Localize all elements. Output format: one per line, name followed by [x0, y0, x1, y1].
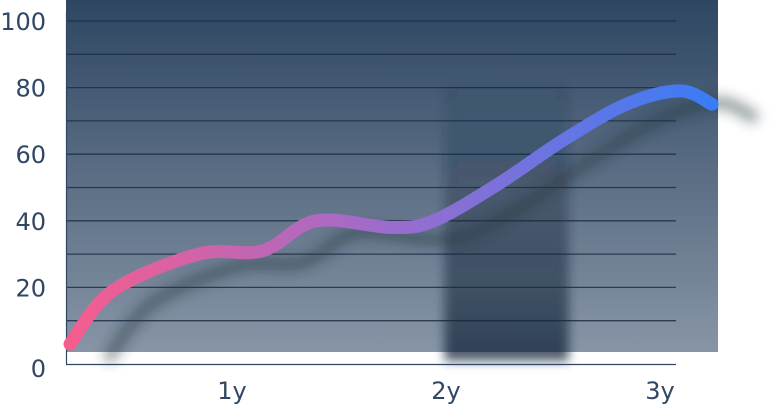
x-tick-labels: 1y 2y 3y: [217, 377, 674, 405]
y-tick-label: 100: [0, 8, 46, 36]
y-tick-label: 80: [15, 75, 46, 103]
y-tick-label: 20: [15, 274, 46, 302]
y-tick-label: 40: [15, 208, 46, 236]
series-line: [63, 84, 719, 351]
x-tick-label: 2y: [431, 377, 460, 405]
x-tick-label: 1y: [217, 377, 246, 405]
grid-lines: [66, 20, 676, 322]
y-tick-label: 0: [31, 355, 46, 383]
series-line-shadow: [103, 96, 759, 363]
x-tick-label: 3y: [645, 377, 674, 405]
y-tick-label: 60: [15, 141, 46, 169]
highlight-band: [444, 85, 569, 361]
y-tick-labels: 0 20 40 60 80 100: [0, 8, 46, 383]
line-shadow: [103, 96, 759, 363]
series-lines: [63, 84, 719, 351]
